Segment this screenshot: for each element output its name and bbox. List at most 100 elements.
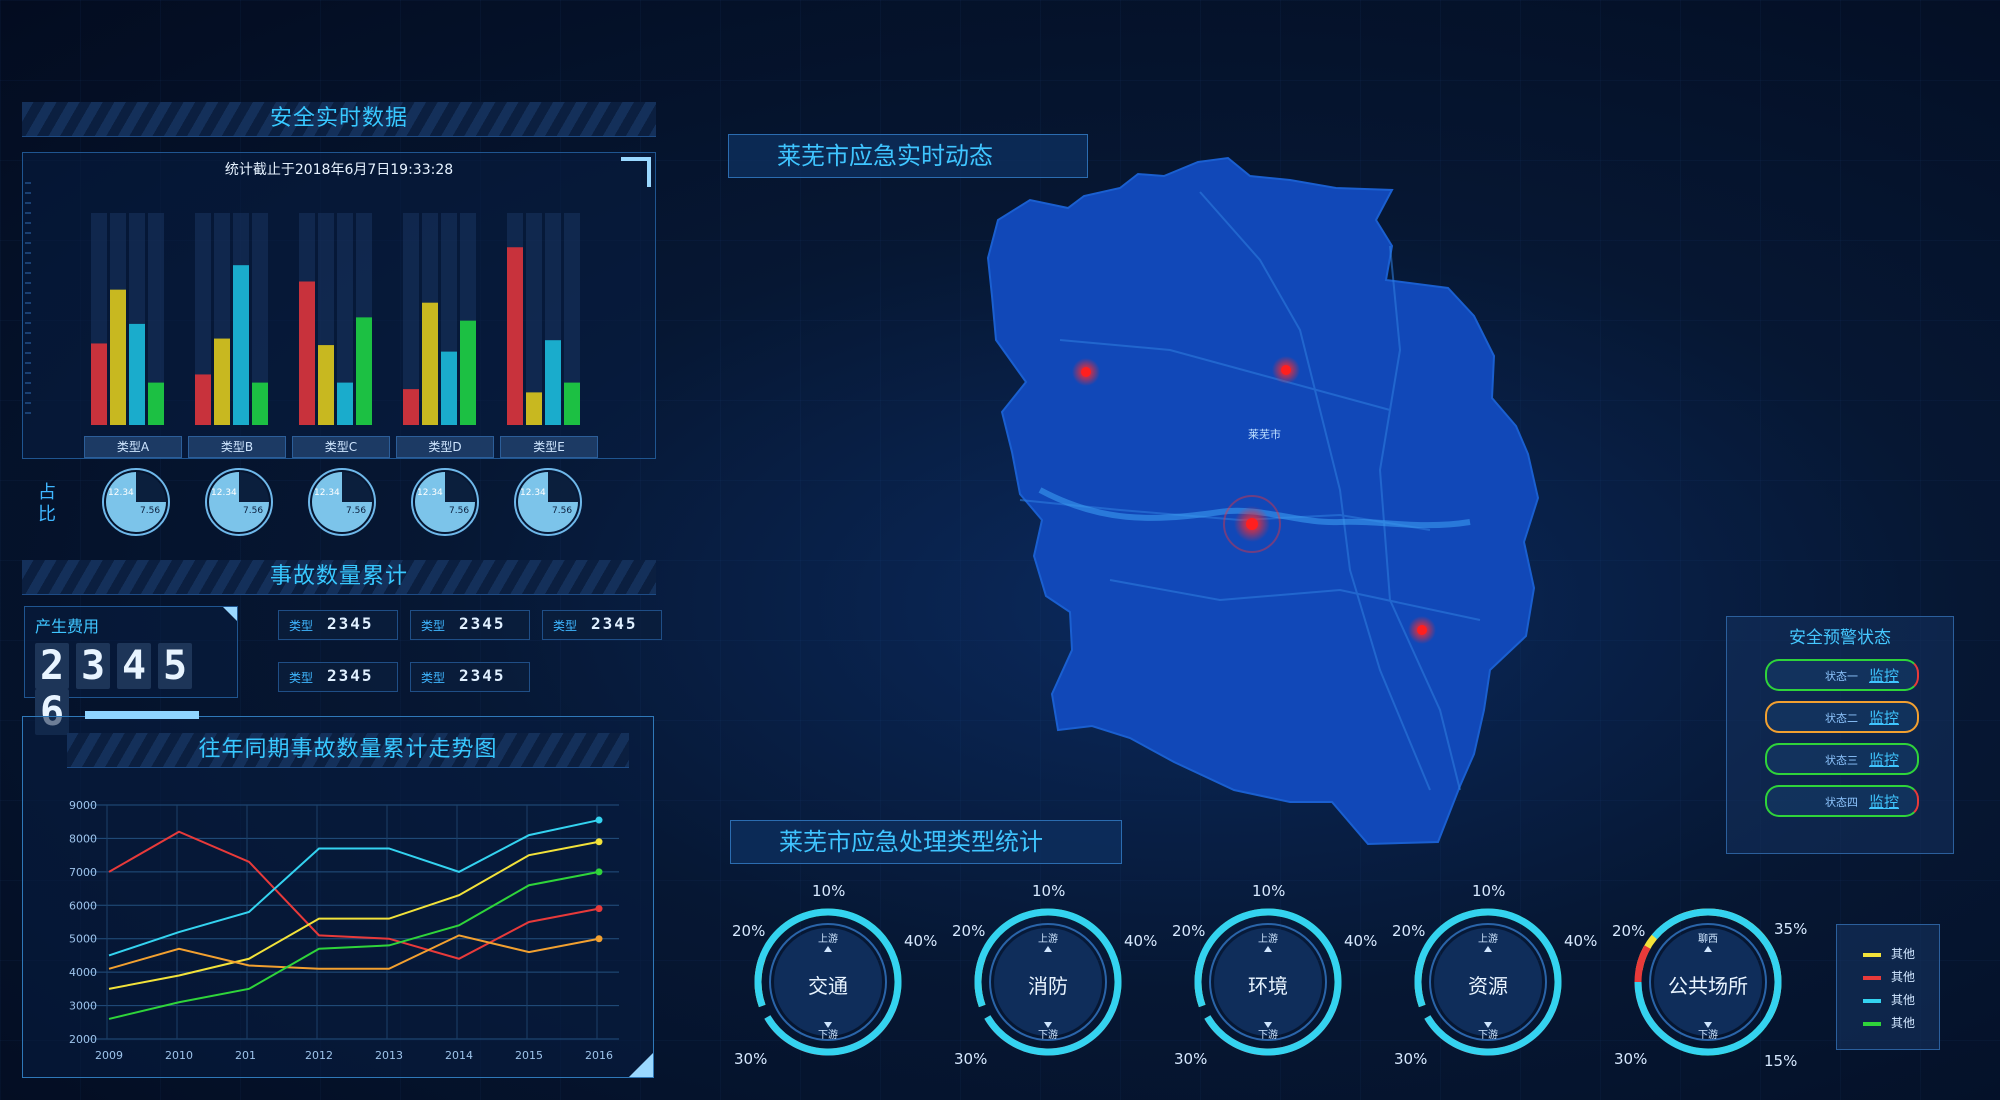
ring-percent: 20% bbox=[952, 922, 986, 940]
counter-value: 2345 bbox=[459, 614, 506, 633]
city-map[interactable]: 莱芜市 bbox=[960, 150, 1600, 870]
ring-chart[interactable]: 聊西 下游 bbox=[1598, 872, 1818, 1092]
category-tab[interactable]: 类型E bbox=[500, 436, 598, 458]
ring-core bbox=[1654, 928, 1762, 1036]
map-title: 莱芜市应急实时动态 bbox=[777, 142, 993, 170]
ring-core bbox=[994, 928, 1102, 1036]
category-tab[interactable]: 类型B bbox=[188, 436, 286, 458]
legend-swatch bbox=[1863, 952, 1881, 957]
bar bbox=[337, 382, 353, 425]
alert-marker[interactable] bbox=[1072, 358, 1100, 386]
bar bbox=[526, 392, 542, 425]
counter-value: 2345 bbox=[459, 666, 506, 685]
bar bbox=[564, 382, 580, 425]
safety-header: 安全实时数据 bbox=[22, 102, 656, 137]
ring-down-label: 下游 bbox=[818, 1028, 838, 1041]
map-river bbox=[1038, 487, 1471, 529]
status-name: 状态一 bbox=[1825, 670, 1858, 683]
ring-segment bbox=[1414, 908, 1562, 1056]
ring-percent: 40% bbox=[904, 932, 938, 950]
emergency-title: 莱芜市应急处理类型统计 bbox=[779, 828, 1043, 856]
pie-value: 7.56 bbox=[346, 506, 366, 516]
safety-title: 安全实时数据 bbox=[269, 106, 408, 131]
ring-chart[interactable]: 上游 下游 bbox=[1378, 872, 1598, 1092]
accidents-title: 事故数量累计 bbox=[269, 564, 408, 589]
legend-label: 其他 bbox=[1891, 993, 1916, 1007]
counter-value: 2345 bbox=[327, 614, 374, 633]
warning-status-row[interactable]: 状态二 监控 bbox=[1765, 701, 1919, 733]
ring-name: 消防 bbox=[1028, 974, 1068, 998]
pie-slice bbox=[312, 472, 372, 532]
monitor-link[interactable]: 监控 bbox=[1869, 751, 1900, 769]
cost-panel: 产生费用 2 3 4 56 bbox=[24, 606, 238, 735]
type-counter: 类型 2345 bbox=[278, 610, 398, 640]
warning-title: 安全预警状态 bbox=[1789, 628, 1891, 648]
pie-slice bbox=[518, 472, 578, 532]
corner-decoration bbox=[621, 157, 651, 187]
cost-digit: 2 bbox=[35, 643, 69, 689]
warning-panel: 安全预警状态 状态一 监控 状态二 监控 状态三 监控 状态四 监控 bbox=[1726, 616, 1954, 854]
pie-slice bbox=[209, 472, 269, 532]
ring-chart[interactable]: 上游 下游 bbox=[1158, 872, 1378, 1092]
warning-status-row[interactable]: 状态一 监控 bbox=[1765, 659, 1919, 691]
warning-status-row[interactable]: 状态四 监控 bbox=[1765, 785, 1919, 817]
series-line bbox=[108, 819, 600, 957]
monitor-link[interactable]: 监控 bbox=[1869, 667, 1900, 685]
ring-chart[interactable]: 上游 下游 bbox=[718, 872, 938, 1092]
ring-percent: 40% bbox=[1124, 932, 1158, 950]
y-tick-label: 4000 bbox=[69, 966, 97, 979]
arrow-down-icon bbox=[1484, 1022, 1492, 1028]
ring-segment bbox=[1634, 908, 1782, 1056]
map-city-label: 莱芜市 bbox=[1248, 427, 1281, 441]
alert-marker[interactable] bbox=[1408, 616, 1436, 644]
arrow-up-icon bbox=[1484, 946, 1492, 952]
ring-up-label: 上游 bbox=[1258, 932, 1278, 945]
type-counter: 类型 2345 bbox=[278, 662, 398, 692]
series-line bbox=[108, 830, 600, 960]
ring-percent: 20% bbox=[1172, 922, 1206, 940]
bar-track bbox=[403, 213, 419, 425]
ring-percent: 30% bbox=[954, 1050, 988, 1068]
ring-name: 交通 bbox=[808, 974, 848, 998]
type-counter: 类型 2345 bbox=[410, 662, 530, 692]
arrow-up-icon bbox=[1264, 946, 1272, 952]
pie-value: 7.56 bbox=[449, 506, 469, 516]
legend-swatch bbox=[1863, 1021, 1881, 1026]
legend-label: 其他 bbox=[1891, 947, 1916, 961]
safety-bar-chart bbox=[25, 182, 580, 425]
bar bbox=[460, 320, 476, 425]
bar bbox=[91, 343, 107, 425]
ring-chart[interactable]: 上游 下游 bbox=[938, 872, 1158, 1092]
bar bbox=[214, 338, 230, 425]
bar bbox=[233, 265, 249, 425]
bar bbox=[148, 382, 164, 425]
ring-percent: 30% bbox=[1394, 1050, 1428, 1068]
counter-label: 类型 bbox=[421, 671, 446, 685]
category-tab[interactable]: 类型A bbox=[84, 436, 182, 458]
ring-up-label: 聊西 bbox=[1698, 932, 1718, 945]
monitor-link[interactable]: 监控 bbox=[1869, 793, 1900, 811]
warning-status-row[interactable]: 状态三 监控 bbox=[1765, 743, 1919, 775]
safety-timestamp: 统计截止于2018年6月7日19:33:28 bbox=[224, 162, 454, 178]
series-point bbox=[595, 838, 603, 846]
trend-panel: 往年同期事故数量累计走势图 2000 3000 4000 5000 6000 7000 80… bbox=[22, 711, 654, 1078]
ring-core bbox=[774, 928, 882, 1036]
type-counter: 类型 2345 bbox=[542, 610, 662, 640]
panel-tab-decoration bbox=[85, 711, 199, 719]
series-line bbox=[108, 840, 600, 990]
category-tab[interactable]: 类型C bbox=[292, 436, 390, 458]
alert-marker[interactable] bbox=[1272, 356, 1300, 384]
monitor-link[interactable]: 监控 bbox=[1869, 709, 1900, 727]
series-line bbox=[108, 870, 600, 1020]
status-name: 状态三 bbox=[1825, 754, 1858, 767]
alert-marker-pulsing[interactable] bbox=[1223, 495, 1281, 553]
ring-inner bbox=[1649, 923, 1767, 1041]
ring-inner bbox=[769, 923, 887, 1041]
x-tick-label: 2016 bbox=[585, 1049, 613, 1062]
ring-down-label: 下游 bbox=[1698, 1028, 1718, 1041]
pie-value: 7.56 bbox=[552, 506, 572, 516]
bar bbox=[129, 323, 145, 425]
counter-value: 2345 bbox=[327, 666, 374, 685]
series-point bbox=[595, 816, 603, 824]
category-tab[interactable]: 类型D bbox=[396, 436, 494, 458]
